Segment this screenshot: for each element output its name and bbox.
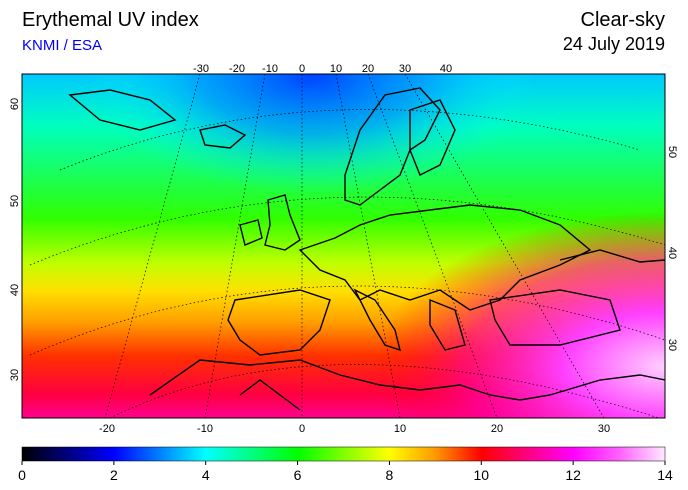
lat-label: 40: [9, 284, 21, 296]
colorbar-tick-label: 2: [110, 467, 118, 483]
lat-label: 50: [9, 195, 21, 207]
uv-high-region: [22, 74, 665, 418]
lon-label: -20: [229, 63, 245, 75]
colorbar: [21, 446, 666, 462]
map-frame: [21, 73, 666, 419]
lon-label: -10: [262, 63, 278, 75]
lat-label: 30: [9, 369, 21, 381]
colorbar-tick-label: 4: [202, 467, 210, 483]
lon-label: 20: [491, 423, 503, 435]
condition: Clear-sky: [581, 9, 665, 31]
lat-label: 30: [666, 339, 678, 351]
lon-label: 40: [440, 63, 452, 75]
colorbar-tick-label: 12: [565, 467, 581, 483]
coastlines: [68, 87, 665, 411]
lon-label: -30: [193, 63, 209, 75]
lat-label: 50: [666, 146, 678, 158]
lon-label: 10: [330, 63, 342, 75]
lon-label: 0: [299, 63, 305, 75]
lat-label: 40: [666, 247, 678, 259]
lon-label: 20: [362, 63, 374, 75]
map-field: [22, 74, 665, 418]
graticule: [29, 74, 665, 418]
lon-label: -20: [99, 423, 115, 435]
lon-label: 30: [399, 63, 411, 75]
colorbar-tick-label: 6: [294, 467, 302, 483]
colorbar-tick-label: 10: [473, 467, 489, 483]
lat-label: 60: [9, 98, 21, 110]
lon-label: 10: [394, 423, 406, 435]
colorbar-tick-label: 14: [657, 467, 673, 483]
lon-label: -10: [197, 423, 213, 435]
colorbar-tick-label: 8: [386, 467, 394, 483]
lon-label: 30: [598, 423, 610, 435]
colorbar-tick-label: 0: [18, 467, 26, 483]
source: KNMI / ESA: [22, 37, 102, 54]
date: 24 July 2019: [563, 34, 665, 54]
lon-label: 0: [299, 423, 305, 435]
title: Erythemal UV index: [22, 9, 199, 31]
